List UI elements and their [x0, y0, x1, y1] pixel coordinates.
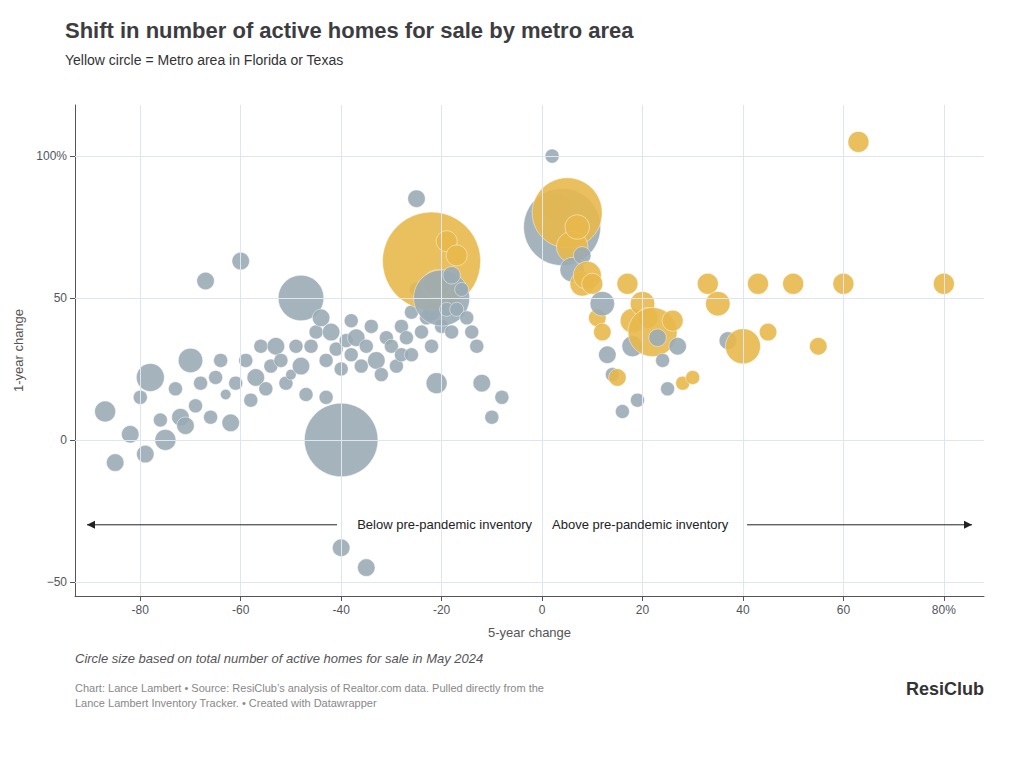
svg-text:20: 20: [636, 603, 650, 617]
svg-text:0: 0: [60, 433, 67, 447]
svg-text:5-year change: 5-year change: [488, 625, 571, 640]
svg-text:Above pre-pandemic inventory: Above pre-pandemic inventory: [552, 517, 729, 532]
svg-text:0: 0: [539, 603, 546, 617]
svg-text:-80: -80: [132, 603, 150, 617]
svg-text:−50: −50: [47, 575, 68, 589]
svg-text:50: 50: [54, 291, 68, 305]
svg-text:-60: -60: [232, 603, 250, 617]
svg-text:-40: -40: [332, 603, 350, 617]
svg-text:Shift in number of active home: Shift in number of active homes for sale…: [65, 18, 634, 43]
svg-text:Yellow circle = Metro area in: Yellow circle = Metro area in Florida or…: [65, 52, 343, 68]
svg-text:80%: 80%: [932, 603, 956, 617]
svg-text:Lance Lambert Inventory Tracke: Lance Lambert Inventory Tracker. • Creat…: [75, 697, 377, 709]
svg-text:60: 60: [837, 603, 851, 617]
svg-text:-20: -20: [433, 603, 451, 617]
svg-text:ResiClub: ResiClub: [906, 679, 984, 699]
svg-text:Below pre-pandemic inventory: Below pre-pandemic inventory: [357, 517, 532, 532]
svg-text:Chart: Lance Lambert • Source:: Chart: Lance Lambert • Source: ResiClub’…: [75, 682, 544, 694]
svg-text:Circle size based on total num: Circle size based on total number of act…: [75, 651, 483, 666]
svg-text:40: 40: [736, 603, 750, 617]
svg-text:1-year change: 1-year change: [11, 309, 26, 392]
svg-text:100%: 100%: [36, 149, 67, 163]
